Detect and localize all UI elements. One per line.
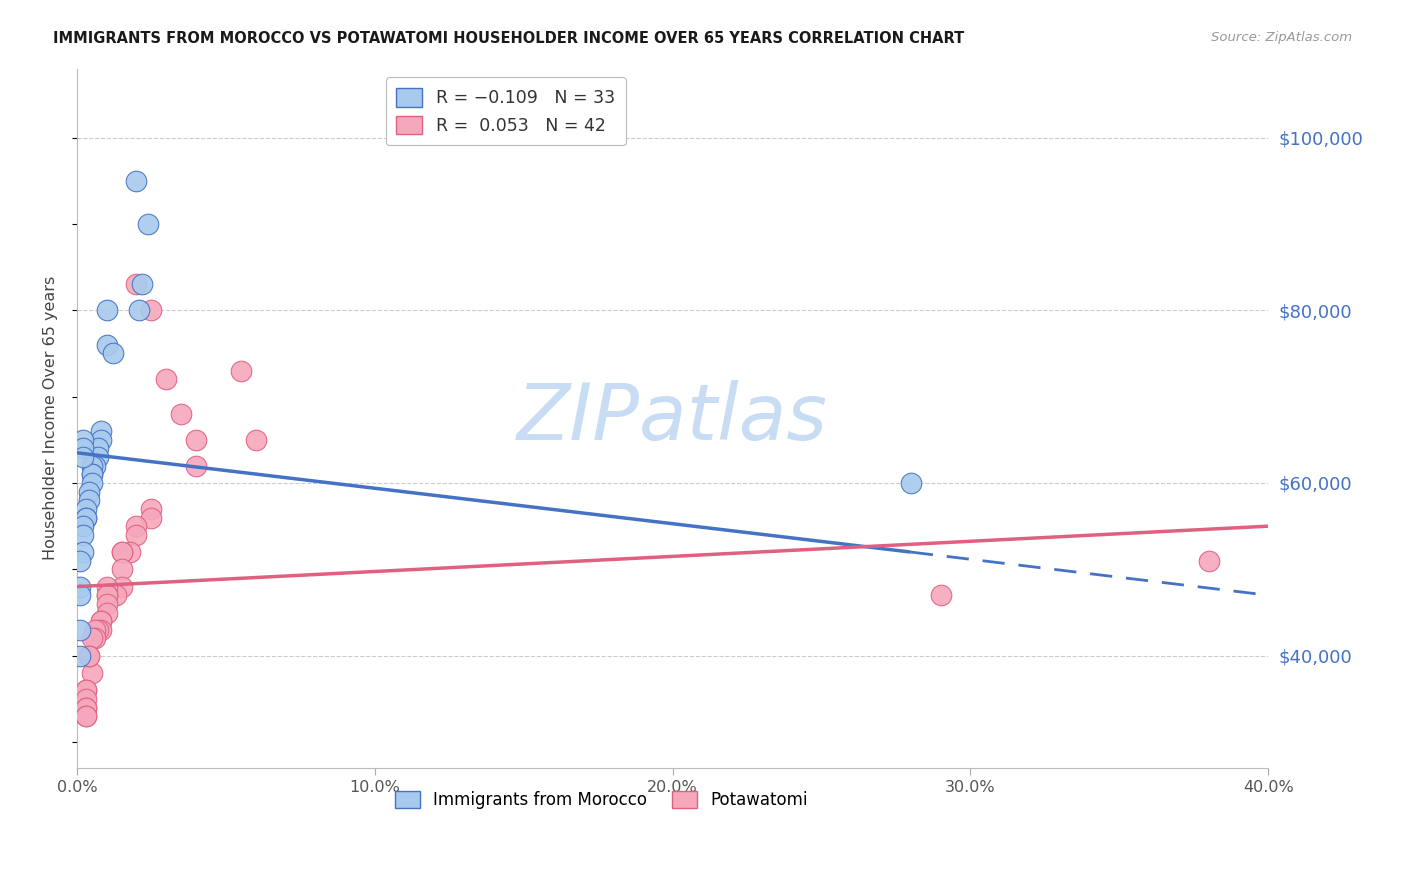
Point bbox=[72, 528, 94, 542]
Point bbox=[184, 433, 207, 447]
Point bbox=[1198, 554, 1220, 568]
Point bbox=[229, 364, 252, 378]
Point bbox=[77, 648, 100, 663]
Point bbox=[80, 665, 103, 680]
Point bbox=[80, 458, 103, 473]
Point bbox=[77, 484, 100, 499]
Point bbox=[83, 632, 105, 646]
Point bbox=[125, 277, 148, 292]
Point bbox=[75, 691, 97, 706]
Point bbox=[72, 442, 94, 456]
Point bbox=[75, 502, 97, 516]
Point bbox=[80, 467, 103, 482]
Point bbox=[75, 683, 97, 698]
Point bbox=[72, 519, 94, 533]
Point bbox=[75, 683, 97, 698]
Point bbox=[90, 614, 112, 628]
Point bbox=[87, 450, 110, 464]
Text: IMMIGRANTS FROM MOROCCO VS POTAWATOMI HOUSEHOLDER INCOME OVER 65 YEARS CORRELATI: IMMIGRANTS FROM MOROCCO VS POTAWATOMI HO… bbox=[53, 31, 965, 46]
Point bbox=[69, 580, 91, 594]
Point bbox=[170, 407, 193, 421]
Point bbox=[80, 467, 103, 482]
Point bbox=[72, 450, 94, 464]
Point bbox=[101, 346, 124, 360]
Point bbox=[69, 554, 91, 568]
Point bbox=[75, 510, 97, 524]
Point bbox=[900, 475, 922, 490]
Point bbox=[120, 545, 142, 559]
Point bbox=[141, 502, 163, 516]
Point bbox=[87, 442, 110, 456]
Point bbox=[75, 510, 97, 524]
Point bbox=[155, 372, 177, 386]
Point bbox=[87, 623, 110, 637]
Point bbox=[90, 424, 112, 438]
Point bbox=[83, 623, 105, 637]
Point bbox=[69, 648, 91, 663]
Text: Source: ZipAtlas.com: Source: ZipAtlas.com bbox=[1212, 31, 1353, 45]
Point bbox=[80, 475, 103, 490]
Point bbox=[77, 493, 100, 508]
Legend: Immigrants from Morocco, Potawatomi: Immigrants from Morocco, Potawatomi bbox=[388, 784, 814, 815]
Point bbox=[75, 709, 97, 723]
Point bbox=[110, 545, 132, 559]
Point bbox=[104, 588, 127, 602]
Point bbox=[72, 433, 94, 447]
Point bbox=[96, 588, 118, 602]
Point bbox=[110, 580, 132, 594]
Point bbox=[929, 588, 952, 602]
Point bbox=[125, 519, 148, 533]
Point bbox=[184, 458, 207, 473]
Point bbox=[96, 303, 118, 318]
Text: ZIPatlas: ZIPatlas bbox=[517, 380, 828, 456]
Point bbox=[131, 277, 153, 292]
Point bbox=[96, 606, 118, 620]
Point bbox=[96, 588, 118, 602]
Point bbox=[96, 580, 118, 594]
Point bbox=[69, 588, 91, 602]
Point bbox=[80, 632, 103, 646]
Point bbox=[90, 623, 112, 637]
Point bbox=[90, 433, 112, 447]
Point bbox=[96, 338, 118, 352]
Point bbox=[96, 597, 118, 611]
Point bbox=[110, 545, 132, 559]
Point bbox=[69, 623, 91, 637]
Point bbox=[138, 217, 160, 231]
Point bbox=[128, 303, 150, 318]
Point bbox=[75, 700, 97, 714]
Point bbox=[245, 433, 267, 447]
Point bbox=[125, 528, 148, 542]
Point bbox=[90, 614, 112, 628]
Point bbox=[110, 562, 132, 576]
Point bbox=[72, 545, 94, 559]
Point bbox=[77, 648, 100, 663]
Point bbox=[75, 709, 97, 723]
Y-axis label: Householder Income Over 65 years: Householder Income Over 65 years bbox=[44, 277, 58, 560]
Point bbox=[141, 303, 163, 318]
Point bbox=[141, 510, 163, 524]
Point bbox=[75, 700, 97, 714]
Point bbox=[125, 174, 148, 188]
Point bbox=[83, 458, 105, 473]
